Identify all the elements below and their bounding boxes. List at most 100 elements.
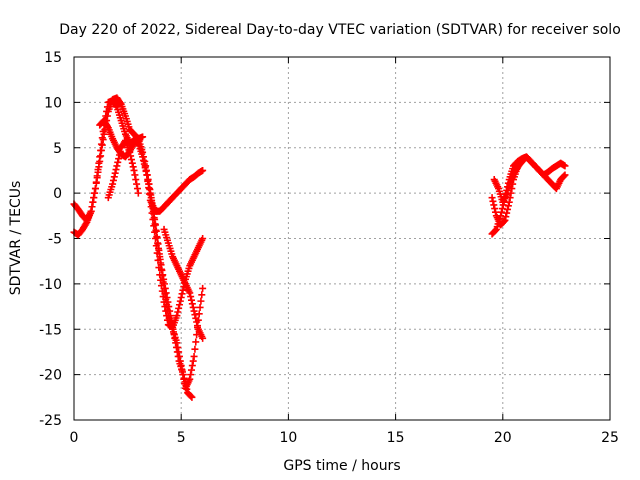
data-points (70, 94, 569, 401)
data-point (160, 275, 168, 283)
data-point (103, 107, 111, 115)
data-point (160, 280, 168, 288)
data-point (89, 198, 97, 206)
data-point (199, 166, 207, 174)
data-point (139, 153, 147, 161)
data-point (97, 140, 105, 148)
data-point (98, 141, 106, 149)
data-point (170, 330, 178, 338)
data-point (131, 171, 139, 179)
data-point (152, 226, 160, 234)
data-point (179, 371, 187, 379)
y-tick-labels: -25 -20 -15 -10 -5 0 5 10 15 (39, 50, 62, 429)
data-point (188, 362, 196, 370)
data-point (189, 303, 197, 311)
data-point (173, 348, 181, 356)
data-point (196, 303, 204, 311)
data-point (187, 366, 195, 374)
data-point (498, 205, 506, 213)
data-point (87, 207, 95, 215)
data-point (164, 298, 172, 306)
data-point (189, 357, 197, 365)
series-track-d (104, 136, 142, 202)
data-point (158, 266, 166, 274)
data-point (190, 307, 198, 315)
data-point (115, 155, 123, 163)
y-tick-label: -15 (39, 322, 62, 338)
data-point (488, 194, 496, 202)
data-point (88, 203, 96, 211)
data-point (175, 304, 183, 312)
data-point (182, 382, 190, 390)
data-point (143, 171, 151, 179)
data-point (116, 99, 124, 107)
data-point (520, 155, 528, 163)
data-point (178, 290, 186, 298)
data-point (165, 303, 173, 311)
x-tick-labels: 0 5 10 15 20 25 (70, 430, 619, 446)
data-point (188, 393, 196, 401)
data-point (187, 371, 195, 379)
data-point (126, 148, 134, 156)
x-tick-label: 10 (279, 430, 297, 446)
data-point (179, 286, 187, 294)
grid-lines (74, 57, 610, 420)
data-point (168, 321, 176, 329)
data-point (111, 169, 119, 177)
data-point (139, 133, 147, 141)
data-point (112, 166, 120, 174)
data-point (180, 374, 188, 382)
data-point (187, 296, 195, 304)
data-point (192, 314, 200, 322)
data-point (191, 345, 199, 353)
data-point (127, 152, 135, 160)
data-point (188, 300, 196, 308)
data-point (90, 194, 98, 202)
y-tick-label: -25 (39, 413, 62, 429)
x-tick-label: 15 (387, 430, 405, 446)
data-point (147, 191, 155, 199)
data-point (166, 312, 174, 320)
x-tick-label: 5 (177, 430, 186, 446)
data-point (492, 226, 500, 234)
data-point (133, 180, 141, 188)
data-point (113, 162, 121, 170)
data-point (127, 156, 135, 164)
data-point (159, 271, 167, 279)
data-point (145, 180, 153, 188)
data-point (183, 385, 191, 393)
data-point (561, 171, 569, 179)
data-point (187, 392, 195, 400)
data-point (146, 185, 154, 193)
x-axis-label: GPS time / hours (283, 458, 400, 474)
data-point (163, 293, 171, 301)
data-point (103, 122, 111, 130)
data-point (102, 112, 110, 120)
data-point (172, 343, 180, 351)
data-point (156, 255, 164, 263)
data-point (186, 289, 194, 297)
data-point (169, 325, 177, 333)
data-point (506, 194, 514, 202)
data-point (115, 151, 123, 159)
x-tick-label: 20 (494, 430, 512, 446)
x-tick-label: 25 (601, 430, 619, 446)
x-tick-label: 0 (70, 430, 79, 446)
data-point (144, 176, 152, 184)
data-point (116, 147, 124, 155)
data-point (193, 318, 201, 326)
series-track-c (96, 117, 147, 161)
data-point (175, 301, 183, 309)
y-tick-label: -20 (39, 368, 62, 384)
data-point (561, 162, 569, 170)
data-point (191, 311, 199, 319)
data-point (96, 153, 104, 161)
y-tick-label: 5 (53, 141, 62, 157)
data-point (501, 216, 509, 224)
chart-title: Day 220 of 2022, Sidereal Day-to-day VTE… (59, 22, 621, 38)
data-point (155, 250, 163, 258)
data-point (172, 339, 180, 347)
data-point (199, 235, 207, 242)
